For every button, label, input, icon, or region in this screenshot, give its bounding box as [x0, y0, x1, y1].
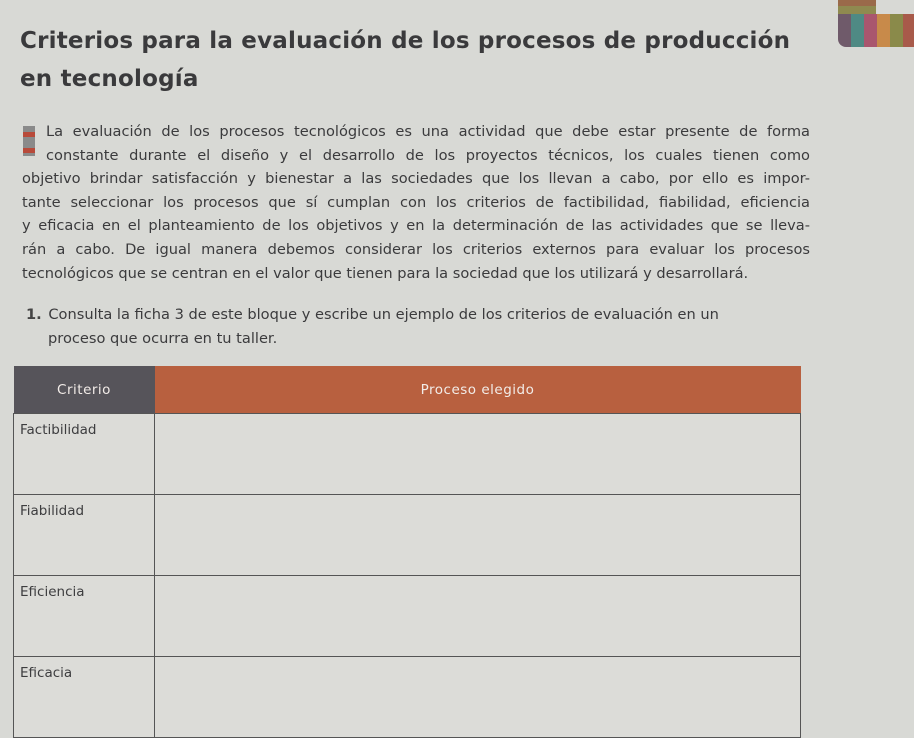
- proceso-answer-cell[interactable]: [154, 413, 801, 495]
- evaluation-table: Criterio Proceso elegido Factibilidad Fi…: [13, 366, 801, 738]
- question-1: 1. Consulta la ficha 3 de este bloque y …: [26, 306, 719, 347]
- header-proceso: Proceso elegido: [154, 366, 801, 414]
- proceso-answer-cell[interactable]: [154, 494, 801, 576]
- criterio-cell: Eficiencia: [13, 575, 155, 657]
- criterio-cell: Fiabilidad: [13, 494, 155, 576]
- table-row: Eficacia: [13, 656, 801, 738]
- criterio-cell: Eficacia: [13, 656, 155, 738]
- table-row: Eficiencia: [13, 575, 801, 657]
- proceso-answer-cell[interactable]: [154, 656, 801, 738]
- header-criterio: Criterio: [13, 366, 155, 414]
- table-row: Fiabilidad: [13, 494, 801, 576]
- section-color-tab: [838, 0, 914, 47]
- proceso-answer-cell[interactable]: [154, 575, 801, 657]
- paragraph-marker-icon: [23, 126, 35, 156]
- intro-paragraph: La evaluación de los procesos tecnológic…: [22, 123, 810, 282]
- table-header: Criterio Proceso elegido: [13, 366, 801, 414]
- table-row: Factibilidad: [13, 413, 801, 495]
- criterio-cell: Factibilidad: [13, 413, 155, 495]
- page-title: Criterios para la evaluación de los proc…: [20, 28, 791, 92]
